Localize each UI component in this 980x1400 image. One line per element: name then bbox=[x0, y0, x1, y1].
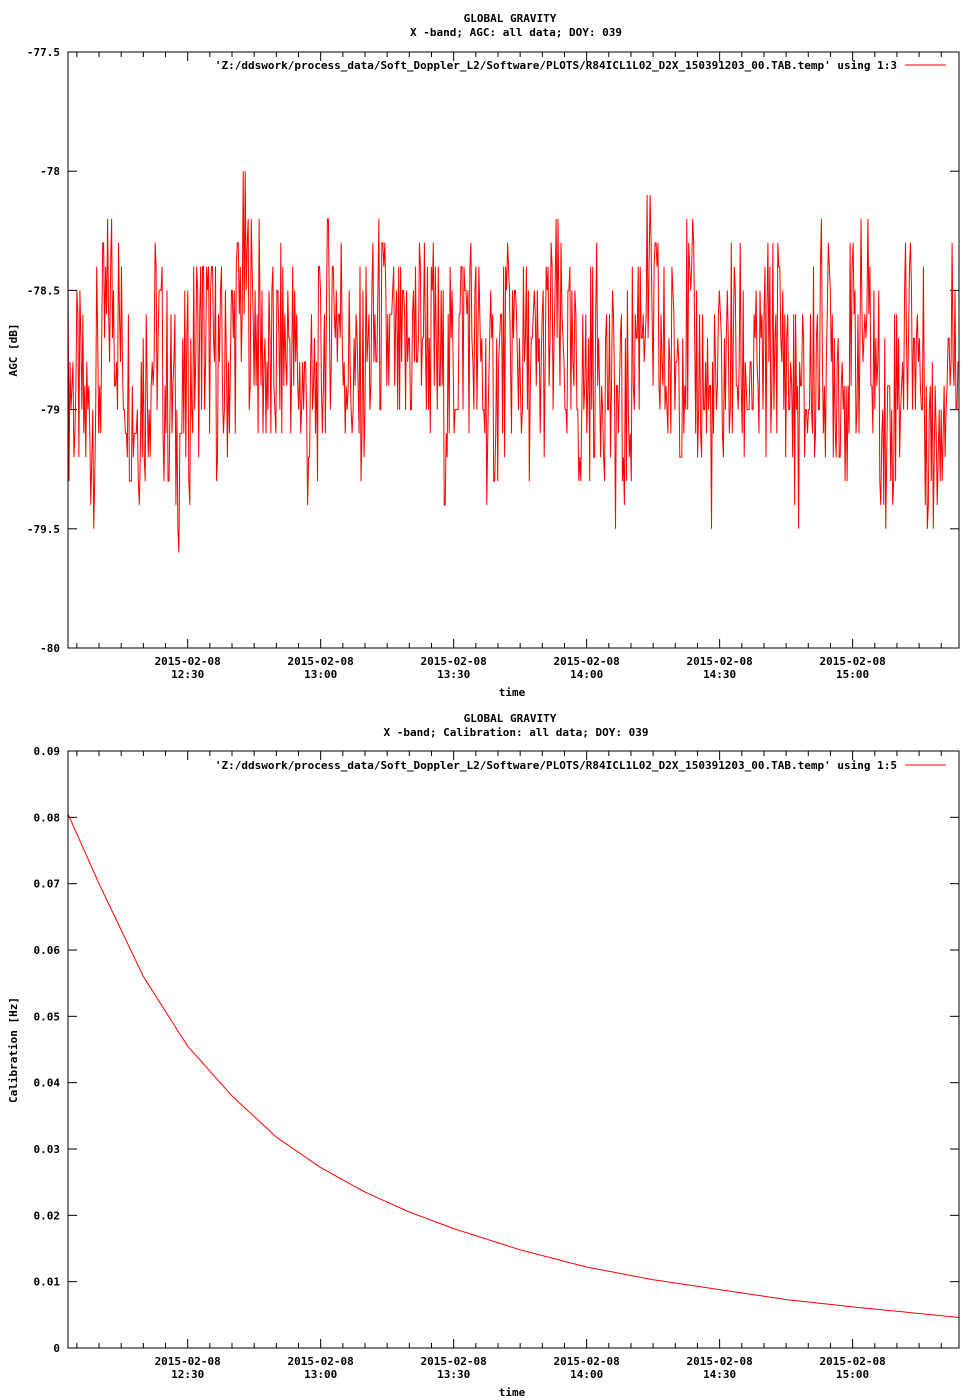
y-tick-label: -80 bbox=[40, 642, 60, 655]
x-tick-time: 15:00 bbox=[836, 668, 869, 681]
plot-frame bbox=[67, 750, 960, 1349]
x-tick-date: 2015-02-08 bbox=[687, 655, 753, 668]
x-tick-date: 2015-02-08 bbox=[288, 655, 354, 668]
series-polyline bbox=[67, 813, 960, 1318]
x-tick-time: 12:30 bbox=[171, 668, 204, 681]
y-tick-label: -77.5 bbox=[27, 46, 60, 59]
y-tick-label: 0.03 bbox=[34, 1143, 61, 1156]
x-tick-time: 14:00 bbox=[570, 1368, 603, 1381]
y-tick-label: 0.07 bbox=[34, 878, 61, 891]
x-tick-labels: 2015-02-0812:302015-02-0813:002015-02-08… bbox=[155, 1355, 886, 1381]
x-axis-label: time bbox=[499, 686, 526, 699]
series-line bbox=[67, 171, 959, 553]
legend-entry: 'Z:/ddswork/process_data/Soft_Doppler_L2… bbox=[215, 759, 897, 772]
chart-subtitle: X -band; Calibration: all data; DOY: 039 bbox=[384, 726, 649, 739]
series-polyline bbox=[67, 171, 959, 553]
x-tick-time: 14:30 bbox=[703, 668, 736, 681]
x-tick-time: 13:30 bbox=[437, 1368, 470, 1381]
x-tick-date: 2015-02-08 bbox=[421, 655, 487, 668]
y-axis-label: Calibration [Hz] bbox=[7, 997, 20, 1103]
y-axis-label: AGC [dB] bbox=[7, 324, 20, 377]
x-tick-time: 15:00 bbox=[836, 1368, 869, 1381]
y-tick-label: 0.06 bbox=[34, 944, 61, 957]
y-tick-label: -79 bbox=[40, 404, 60, 417]
plot-frame bbox=[67, 51, 960, 649]
y-tick-label: 0.02 bbox=[34, 1209, 61, 1222]
x-tick-time: 13:00 bbox=[304, 668, 337, 681]
x-tick-date: 2015-02-08 bbox=[554, 1355, 620, 1368]
legend-entry: 'Z:/ddswork/process_data/Soft_Doppler_L2… bbox=[215, 59, 897, 72]
chart-subtitle: X -band; AGC: all data; DOY: 039 bbox=[410, 26, 622, 39]
x-tick-labels: 2015-02-0812:302015-02-0813:002015-02-08… bbox=[155, 655, 886, 681]
chart-calibration: GLOBAL GRAVITY X -band; Calibration: all… bbox=[7, 712, 960, 1399]
y-tick-label: -79.5 bbox=[27, 523, 60, 536]
y-tick-label: -78 bbox=[40, 165, 60, 178]
x-tick-date: 2015-02-08 bbox=[687, 1355, 753, 1368]
x-axis-label: time bbox=[499, 1386, 526, 1399]
y-tick-labels: -77.5 -78 -78.5 -79 -79.5 -80 bbox=[27, 46, 60, 655]
x-tick-date: 2015-02-08 bbox=[155, 655, 221, 668]
x-tick-date: 2015-02-08 bbox=[554, 655, 620, 668]
y-tick-labels: 0.09 0.08 0.07 0.06 0.05 0.04 0.03 0.02 0.01 0 bbox=[34, 745, 61, 1355]
x-tick-time: 13:30 bbox=[437, 668, 470, 681]
x-tick-time: 13:00 bbox=[304, 1368, 337, 1381]
y-tick-label: 0.08 bbox=[34, 811, 61, 824]
y-tick-label: 0.01 bbox=[34, 1276, 61, 1289]
y-tick-label: 0.05 bbox=[34, 1010, 61, 1023]
x-tick-date: 2015-02-08 bbox=[155, 1355, 221, 1368]
x-tick-date: 2015-02-08 bbox=[421, 1355, 487, 1368]
y-tick-label: 0.04 bbox=[34, 1077, 61, 1090]
x-tick-time: 14:30 bbox=[703, 1368, 736, 1381]
x-tick-date: 2015-02-08 bbox=[819, 655, 885, 668]
x-tick-time: 14:00 bbox=[570, 668, 603, 681]
x-tick-time: 12:30 bbox=[171, 1368, 204, 1381]
x-tick-date: 2015-02-08 bbox=[819, 1355, 885, 1368]
chart-title: GLOBAL GRAVITY bbox=[464, 12, 557, 25]
tick-marks bbox=[68, 750, 959, 1349]
y-tick-label: 0.09 bbox=[34, 745, 61, 758]
y-tick-label: 0 bbox=[53, 1342, 60, 1355]
series-line bbox=[67, 813, 960, 1318]
y-tick-label: -78.5 bbox=[27, 284, 60, 297]
chart-agc: GLOBAL GRAVITY X -band; AGC: all data; D… bbox=[7, 12, 960, 699]
x-tick-date: 2015-02-08 bbox=[288, 1355, 354, 1368]
chart-title: GLOBAL GRAVITY bbox=[464, 712, 557, 725]
